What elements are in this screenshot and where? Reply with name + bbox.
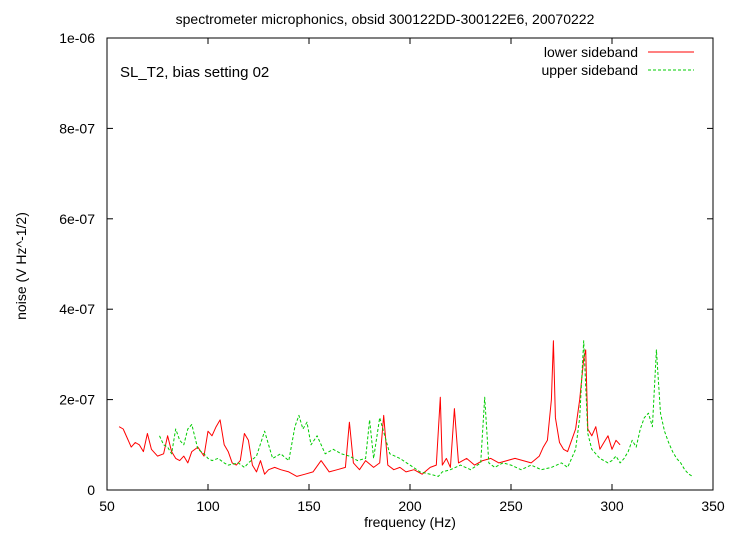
x-tick-label: 100 [196, 498, 220, 514]
x-tick-label: 250 [499, 498, 523, 514]
chart-annotation: SL_T2, bias setting 02 [120, 64, 269, 81]
x-tick-label: 300 [600, 498, 624, 514]
x-tick-label: 350 [701, 498, 725, 514]
y-axis-label: noise (V Hz^-1/2) [13, 212, 29, 320]
legend-label-lower-sideband: lower sideband [544, 44, 638, 60]
chart-title: spectrometer microphonics, obsid 300122D… [176, 11, 595, 27]
y-axis-ticks: 0 2e-07 4e-07 6e-07 8e-07 1e-06 [59, 30, 713, 498]
y-tick-label: 6e-07 [59, 211, 95, 227]
legend-label-upper-sideband: upper sideband [541, 62, 638, 78]
y-tick-label: 0 [87, 482, 95, 498]
x-axis-label: frequency (Hz) [364, 514, 456, 530]
plot-area-frame [106, 37, 714, 491]
y-tick-label: 1e-06 [59, 30, 95, 46]
series-layer [118, 340, 694, 477]
y-tick-label: 2e-07 [59, 392, 95, 408]
x-tick-label: 150 [297, 498, 321, 514]
x-tick-label: 50 [99, 498, 115, 514]
y-tick-label: 4e-07 [59, 301, 95, 317]
y-tick-label: 8e-07 [59, 120, 95, 136]
series-line-lower-sideband [118, 340, 621, 477]
series-line-upper-sideband [159, 340, 694, 477]
x-tick-label: 200 [398, 498, 422, 514]
x-axis-ticks: 50 100 150 200 250 300 350 [99, 38, 725, 514]
chart-legend: lower sideband upper sideband [541, 44, 694, 78]
